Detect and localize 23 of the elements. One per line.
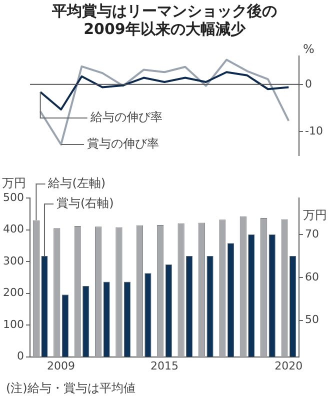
y-tick-label: 0 [17,350,24,363]
x-tick-label: 2015 [150,359,178,372]
y2-tick-label: -10 [305,124,323,138]
y-tick-label: 200 [3,286,24,300]
x-tick-label: 2020 [274,359,303,372]
y2-tick-label: 50 [305,313,319,326]
series-label: 賞与の伸び率 [87,136,160,151]
y-tick-label: 300 [3,254,24,268]
text: 賞与(右軸) [56,196,114,210]
y-tick-label: 400 [3,222,24,236]
y-axis-title: 万円 [2,176,26,190]
text: (注)給与・賞与は平均値 [5,380,136,397]
x-tick-label: 2009 [47,359,76,372]
text: 給与(左軸) [47,176,106,190]
y2-tick-label: 60 [305,270,319,284]
y-tick-label: 100 [3,318,24,331]
text: 給与の伸び率 [89,110,162,124]
y2-tick-label: 70 [305,227,319,240]
y2-tick-label: 0 [305,77,312,90]
chart-title: 平均賞与はリーマンショック後の 2009年以来の大幅減少 [51,1,278,40]
y-tick-label: 500 [3,190,24,204]
y2-axis-title: 万円 [303,208,327,222]
y2-axis-title: % [303,42,314,56]
